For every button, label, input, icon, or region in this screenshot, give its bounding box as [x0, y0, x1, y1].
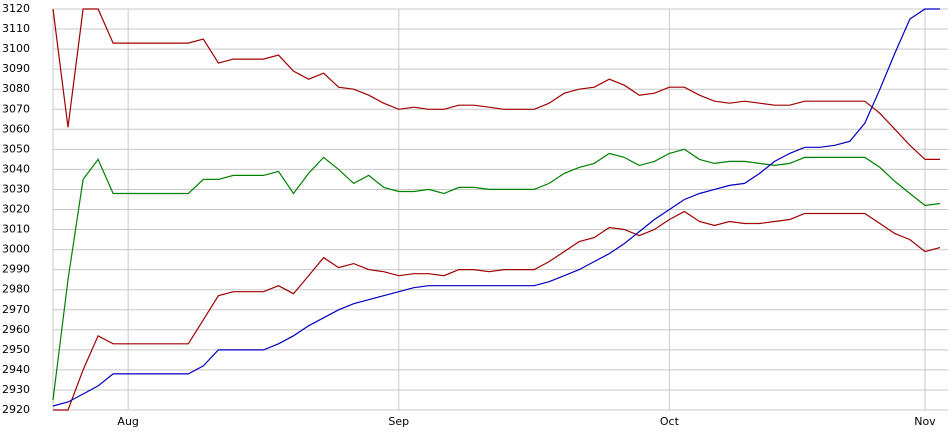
y-tick-label: 3080 [2, 82, 30, 95]
y-tick-label: 2950 [2, 343, 30, 356]
y-tick-label: 3050 [2, 142, 30, 155]
y-tick-label: 3110 [2, 22, 30, 35]
y-tick-label: 3040 [2, 162, 30, 175]
y-tick-label: 2960 [2, 323, 30, 336]
x-tick-label: Aug [117, 415, 138, 428]
y-tick-label: 2920 [2, 403, 30, 416]
x-tick-label: Sep [388, 415, 409, 428]
y-tick-label: 3120 [2, 2, 30, 15]
y-tick-label: 3100 [2, 42, 30, 55]
series-line [52, 8, 940, 407]
y-tick-label: 3010 [2, 223, 30, 236]
y-tick-label: 3020 [2, 203, 30, 216]
y-tick-label: 3030 [2, 182, 30, 195]
series-line [52, 8, 940, 160]
series-line [52, 148, 941, 401]
x-tick-label: Oct [660, 415, 680, 428]
y-tick-label: 2970 [2, 303, 30, 316]
series-line [53, 210, 941, 411]
y-tick-label: 2990 [2, 263, 30, 276]
y-tick-label: 3000 [2, 243, 30, 256]
y-tick-label: 2930 [2, 383, 30, 396]
y-tick-label: 3090 [2, 62, 30, 75]
y-tick-label: 2980 [2, 283, 30, 296]
x-tick-label: Nov [914, 415, 936, 428]
y-tick-label: 3070 [2, 102, 30, 115]
y-tick-label: 2940 [2, 363, 30, 376]
y-tick-label: 3060 [2, 122, 30, 135]
